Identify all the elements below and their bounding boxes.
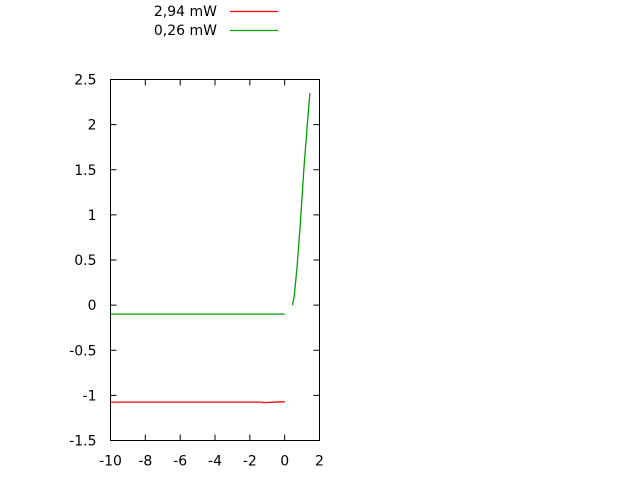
legend-label: 2,94 mW (154, 4, 217, 20)
legend-label: 0,26 mW (154, 23, 217, 39)
x-tick-label: 2 (315, 454, 324, 470)
x-tick-label: 0 (280, 454, 289, 470)
x-tick-label: -6 (173, 454, 187, 470)
y-tick-label: -1 (83, 388, 97, 404)
x-tick-label: -4 (208, 454, 222, 470)
y-tick-label: 2.5 (74, 73, 96, 89)
y-tick-label: 1.5 (74, 163, 96, 179)
y-tick-label: 2 (88, 118, 97, 134)
y-tick-label: 0 (88, 298, 97, 314)
y-tick-label: 1 (88, 208, 97, 224)
series-lines (110, 92, 311, 404)
y-tick-label: 0.5 (74, 253, 96, 269)
x-tick-label: -2 (243, 454, 257, 470)
y-tick-label: -0.5 (69, 343, 96, 359)
plot-border (110, 79, 320, 441)
series-line-0 (110, 401, 285, 404)
legend: 2,94 mW 0,26 mW (154, 4, 278, 39)
x-tick-label: -10 (99, 454, 122, 470)
axes: -10 -8 -6 -4 -2 0 2 -1.5 -1 -0.5 0 0.5 1 1.5 2 2.5 (69, 73, 324, 470)
x-tick-label: -8 (138, 454, 152, 470)
y-tick-label: -1.5 (69, 434, 96, 450)
series-line-1 (110, 92, 311, 315)
